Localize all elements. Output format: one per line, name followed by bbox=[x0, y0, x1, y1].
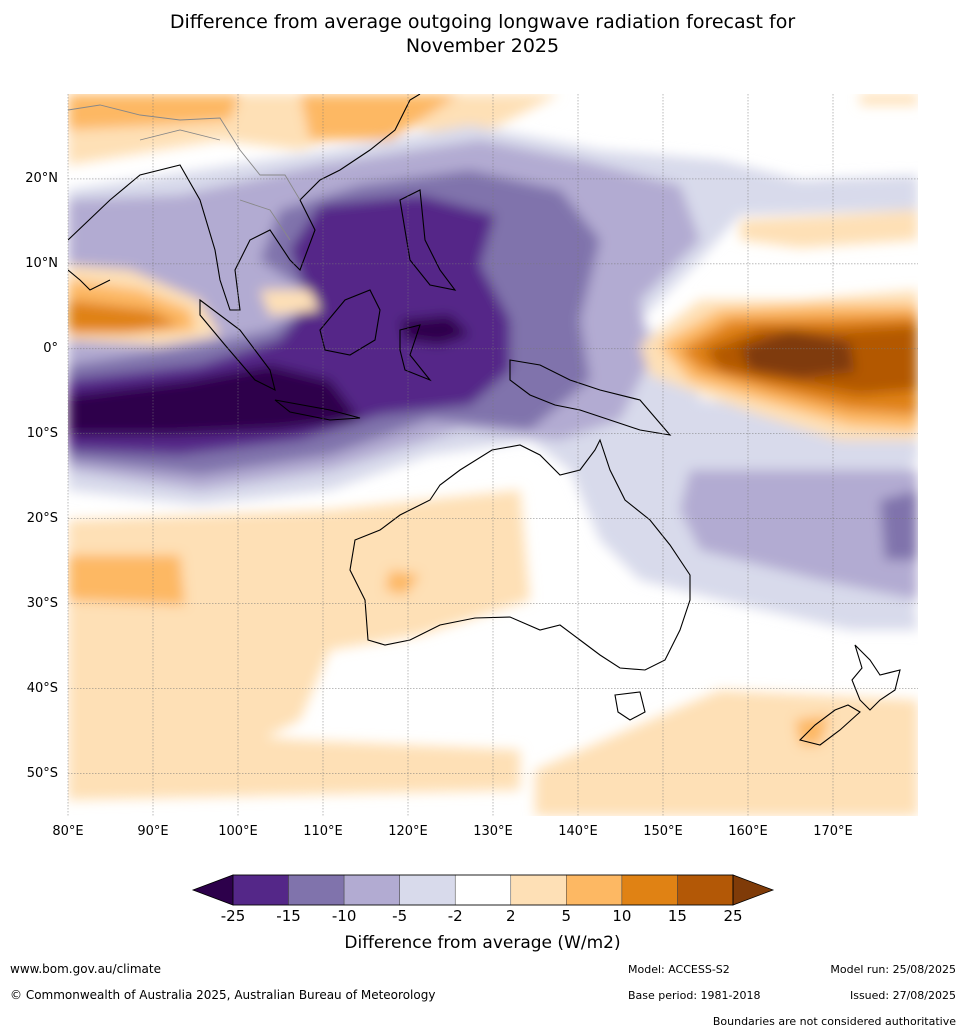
latitude-label: 30°S bbox=[26, 595, 58, 611]
longitude-label: 100°E bbox=[218, 824, 258, 839]
colorbar-bin bbox=[677, 874, 734, 906]
colorbar-bin bbox=[288, 874, 345, 906]
longitude-label: 90°E bbox=[137, 824, 169, 839]
colorbar-bin bbox=[343, 874, 400, 906]
coastlines bbox=[68, 94, 901, 746]
colorbar-tick-label: -5 bbox=[392, 907, 408, 925]
title-line-2: November 2025 bbox=[405, 35, 560, 57]
colorbar-bin bbox=[621, 874, 678, 906]
longitude-label: 140°E bbox=[558, 824, 598, 839]
longitude-label: 160°E bbox=[728, 824, 768, 839]
longitude-label: 170°E bbox=[813, 824, 853, 839]
latitude-label: 10°N bbox=[25, 255, 58, 271]
colorbar-tick-label: 25 bbox=[723, 907, 743, 925]
colorbar-bin bbox=[454, 874, 512, 906]
issued-text: Issued: 27/08/2025 bbox=[849, 989, 956, 1002]
longitude-label: 130°E bbox=[473, 824, 513, 839]
longitude-label: 120°E bbox=[388, 824, 428, 839]
colorbar-bin bbox=[399, 874, 456, 906]
gridlines bbox=[67, 94, 918, 816]
colorbar-tick-label: -2 bbox=[447, 907, 463, 925]
chart-title: Difference from average outgoing longwav… bbox=[0, 10, 965, 58]
website-link[interactable]: www.bom.gov.au/climate bbox=[10, 962, 161, 976]
colorbar-bin bbox=[566, 874, 623, 906]
colorbar-tick-label: 10 bbox=[612, 907, 632, 925]
longitude-label: 80°E bbox=[52, 824, 84, 839]
colorbar-tick-label: 2 bbox=[505, 907, 516, 925]
colorbar-outline bbox=[232, 874, 734, 906]
colorbar-title: Difference from average (W/m2) bbox=[344, 933, 621, 953]
latitude-label: 50°S bbox=[26, 765, 58, 781]
colorbar-tick-label: -25 bbox=[220, 907, 246, 925]
latitude-label: 10°S bbox=[26, 425, 58, 441]
copyright-text: © Commonwealth of Australia 2025, Austra… bbox=[10, 988, 436, 1002]
latitude-label: 40°S bbox=[26, 680, 58, 696]
borders bbox=[68, 104, 301, 241]
colorbar-extend-low bbox=[191, 874, 234, 906]
longitude-label: 110°E bbox=[303, 824, 343, 839]
latitude-label: 20°S bbox=[26, 510, 58, 526]
colorbar-bin bbox=[232, 874, 289, 906]
title-line-1: Difference from average outgoing longwav… bbox=[169, 11, 796, 33]
colorbar-tick-label: -15 bbox=[276, 907, 301, 925]
colorbar-tick-label: 5 bbox=[561, 907, 572, 925]
longitude-label: 150°E bbox=[643, 824, 683, 839]
latitude-label: 0° bbox=[43, 340, 58, 356]
colorbar-tick-label: 15 bbox=[667, 907, 687, 925]
base-period-text: Base period: 1981-2018 bbox=[628, 989, 761, 1002]
disclaimer-text: Boundaries are not considered authoritat… bbox=[712, 1015, 956, 1028]
colorbar bbox=[191, 874, 775, 906]
model-run-text: Model run: 25/08/2025 bbox=[830, 963, 956, 976]
colorbar-extend-high bbox=[732, 874, 775, 906]
colorbar-tick-label: -10 bbox=[331, 907, 357, 925]
model-text: Model: ACCESS-S2 bbox=[628, 963, 730, 976]
latitude-label: 20°N bbox=[25, 170, 58, 186]
colorbar-bin bbox=[510, 874, 567, 906]
